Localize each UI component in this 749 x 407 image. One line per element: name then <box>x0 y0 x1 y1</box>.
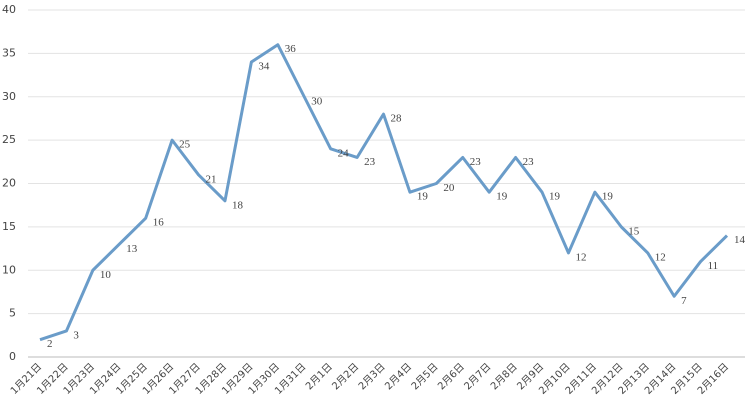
data-label: 23 <box>364 156 376 168</box>
y-tick-label: 10 <box>2 263 16 276</box>
data-label: 30 <box>311 95 323 107</box>
data-label: 23 <box>470 156 482 168</box>
y-tick-label: 25 <box>2 133 16 146</box>
y-tick-label: 15 <box>2 220 16 233</box>
data-label: 16 <box>153 217 165 229</box>
y-tick-label: 5 <box>9 307 16 320</box>
data-label: 18 <box>232 199 244 211</box>
y-tick-label: 30 <box>2 90 16 103</box>
data-label: 2 <box>47 338 53 350</box>
data-label: 23 <box>523 156 535 168</box>
x-tick-label: 2月6日 <box>435 361 467 393</box>
x-tick-label: 2月8日 <box>488 361 520 393</box>
data-label: 36 <box>285 43 297 55</box>
data-label: 11 <box>708 260 719 272</box>
data-label: 15 <box>628 225 640 237</box>
x-tick-label: 2月2日 <box>330 361 362 393</box>
x-tick-label: 2月3日 <box>356 361 388 393</box>
data-label: 3 <box>73 330 79 342</box>
data-label: 20 <box>443 182 455 194</box>
x-tick-label: 2月5日 <box>409 361 441 393</box>
line <box>39 43 729 342</box>
y-tick-label: 20 <box>2 177 16 190</box>
x-tick-label: 2月7日 <box>462 361 494 393</box>
data-label: 28 <box>391 113 403 125</box>
data-label: 19 <box>602 191 614 203</box>
data-label: 12 <box>575 251 586 263</box>
data-label: 25 <box>179 139 191 151</box>
data-label: 19 <box>417 191 429 203</box>
data-label: 10 <box>100 269 112 281</box>
data-label: 7 <box>681 295 687 307</box>
data-label: 19 <box>549 191 561 203</box>
data-label: 24 <box>338 147 350 159</box>
data-label: 14 <box>734 234 746 246</box>
x-tick-label: 2月4日 <box>383 361 415 393</box>
y-tick-label: 40 <box>2 3 16 16</box>
y-tick-label: 0 <box>9 350 16 363</box>
data-label: 19 <box>496 191 508 203</box>
data-label: 13 <box>126 243 137 255</box>
x-tick-label: 2月1日 <box>303 361 335 393</box>
data-label: 21 <box>206 173 217 185</box>
data-label: 12 <box>655 251 666 263</box>
y-tick-label: 35 <box>2 46 16 59</box>
data-label: 34 <box>258 61 270 73</box>
